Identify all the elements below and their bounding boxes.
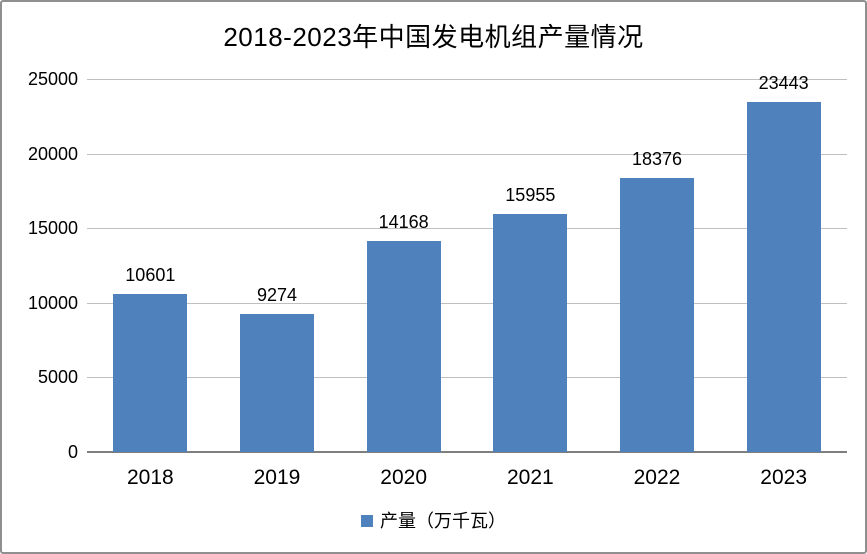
x-axis-tick-label: 2020 xyxy=(380,466,428,489)
bar xyxy=(620,177,694,452)
y-axis-tick-label: 5000 xyxy=(37,367,78,388)
gridline xyxy=(87,228,847,230)
gridline xyxy=(87,302,847,304)
y-axis-tick-label: 25000 xyxy=(27,69,78,89)
bar xyxy=(240,313,314,452)
bar-value-label: 15955 xyxy=(505,184,556,205)
x-axis-tick-label: 2018 xyxy=(126,466,174,489)
y-axis-tick-label: 10000 xyxy=(27,292,78,313)
x-axis-tick-label: 2021 xyxy=(506,466,554,489)
x-axis-line xyxy=(87,451,847,453)
y-axis-tick-label: 15000 xyxy=(27,218,78,239)
bar-value-label: 18376 xyxy=(631,148,683,169)
chart-title: 2018-2023年中国发电机组产量情况 xyxy=(223,22,644,52)
bar xyxy=(746,102,821,452)
square-icon xyxy=(361,515,373,527)
x-axis-tick-label: 2019 xyxy=(253,466,301,489)
legend-label: 产量（万千瓦） xyxy=(380,511,506,531)
gridline xyxy=(87,153,847,155)
legend: 产量（万千瓦） xyxy=(2,507,865,535)
y-axis-tick-label: 0 xyxy=(67,442,78,462)
plot-area xyxy=(87,79,847,453)
gridline xyxy=(87,377,847,379)
y-axis-tick-label: 20000 xyxy=(27,143,78,164)
bar-value-label: 23443 xyxy=(758,73,809,94)
bar xyxy=(493,213,568,452)
x-axis-tick-label: 2023 xyxy=(760,466,808,489)
bar xyxy=(366,240,441,452)
gridline xyxy=(87,79,847,80)
bar xyxy=(113,293,188,452)
bar-value-label: 10601 xyxy=(125,264,176,285)
bar-value-label: 14168 xyxy=(378,211,429,232)
bar-value-label: 9274 xyxy=(256,284,297,305)
x-axis-tick-label: 2022 xyxy=(633,466,681,489)
